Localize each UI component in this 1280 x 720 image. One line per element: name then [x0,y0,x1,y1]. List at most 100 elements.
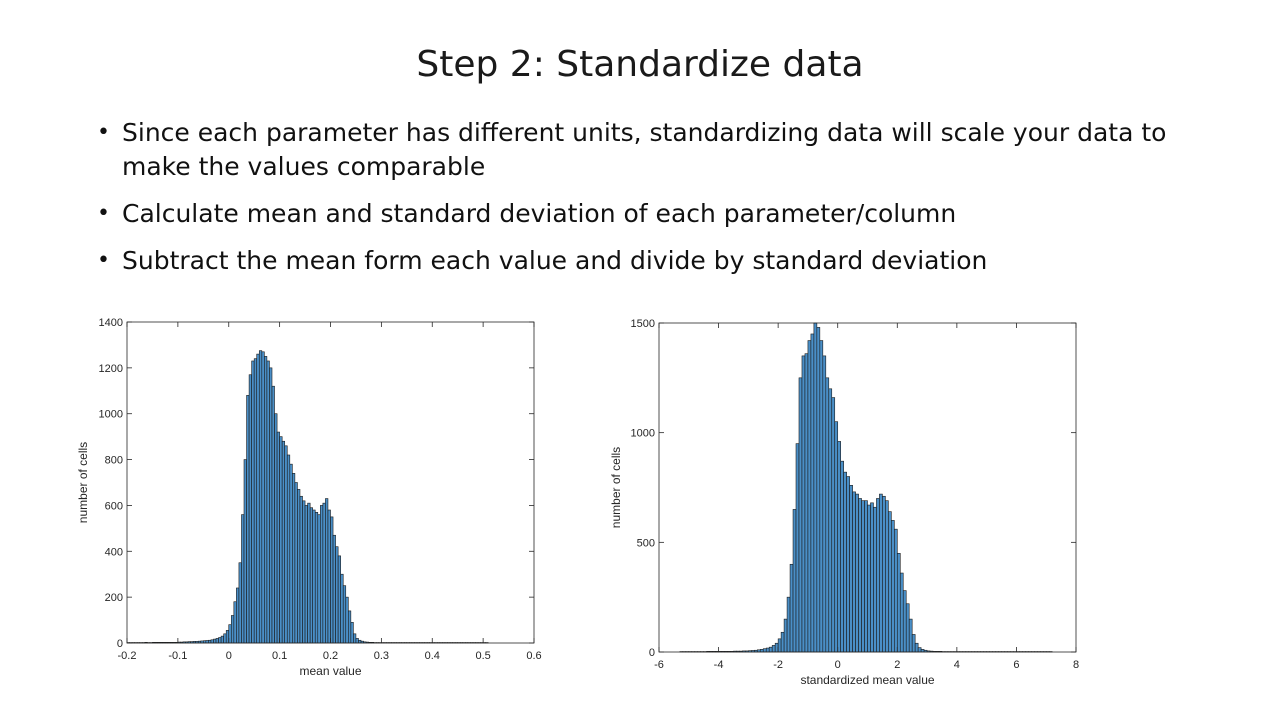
histogram-bar [230,615,235,644]
histogram-bar [849,485,853,653]
histogram-bar [888,511,892,653]
histogram-bar [345,596,349,644]
histogram-bar [348,610,352,644]
histogram-bar [810,333,815,653]
histogram-bar [238,562,242,644]
histogram-bar [322,502,326,644]
bullet-dot-icon: • [97,201,110,226]
x-tick-label: 8 [1073,659,1079,671]
y-tick-label: 400 [105,546,123,558]
histogram-bar [248,374,252,644]
histogram-bar [795,443,800,653]
x-tick-label: 0 [226,650,232,662]
x-tick-label: -4 [714,659,724,671]
histogram-bar [801,355,806,653]
histogram-bar [840,460,844,653]
x-tick-label: 0.1 [272,650,287,662]
y-tick-label: 1000 [631,428,655,440]
histogram-bar [320,505,324,644]
histogram-bar [325,498,329,644]
histogram-bar [208,639,212,644]
histogram-bar [266,360,270,644]
histogram-bar [337,555,341,644]
histogram-bar [902,590,907,653]
histogram-bar [852,491,856,653]
histogram-bar [258,350,263,644]
y-tick-label: 1000 [99,409,123,421]
histogram-bar [834,421,839,653]
histogram-bar [218,637,222,644]
histogram-bar [233,601,237,644]
x-tick-label: 4 [954,659,960,671]
histogram-bar [864,500,868,653]
y-tick-label: 0 [117,638,123,650]
histogram-bar [917,647,922,653]
histogram-bar [768,646,773,653]
histogram-bar [786,596,791,653]
histogram-bar [350,622,354,644]
histogram-bar [302,500,306,644]
histogram-bar [783,618,788,653]
histogram-bar [297,489,301,644]
histogram-bar [312,509,316,644]
histogram-bar [846,476,850,653]
histogram-bar [765,647,770,653]
histogram-bar [908,618,913,653]
histogram-bar [789,563,794,653]
x-tick-label: -0.1 [168,650,187,662]
histogram-bar [330,516,334,644]
histogram-bar [843,471,847,653]
bullet-text: Subtract the mean form each value and di… [122,246,988,275]
histogram-bar [274,413,278,644]
histogram-bar [223,633,227,644]
histogram-bar [281,440,286,644]
y-tick-label: 1200 [99,363,123,375]
histogram-bar [837,441,841,653]
histogram-bar [309,507,313,644]
histogram-bar [855,493,859,653]
histogram-bar [353,633,357,644]
histogram-bar [899,572,904,653]
histogram-bar [256,353,260,644]
histogram-bar [251,360,255,644]
x-tick-label: 0.3 [374,650,389,662]
x-tick-label: 0 [835,659,841,671]
histogram-bar [816,327,821,653]
y-tick-label: 800 [105,455,123,467]
histogram-bar [879,493,883,653]
histogram-bar [858,498,862,653]
histogram-mean-value: -0.2 -0.1 0 0.1 0.2 0.3 0.4 0.5 0.6 0 200 400 600 800… [76,317,542,678]
histogram-bar [891,520,895,653]
histogram-bar [358,639,362,644]
histogram-bar [870,502,874,653]
histogram-bar [292,473,296,644]
histogram-bar [876,498,880,653]
histogram-bar [220,635,224,644]
histogram-bar [873,506,877,653]
histogram-bar [780,631,785,653]
histogram-bar [243,459,247,644]
histogram-bar [304,505,308,644]
x-tick-label: 0.4 [425,650,440,662]
histogram-bar [825,377,830,653]
histogram-bar [332,534,336,644]
x-tick-label: 6 [1013,659,1019,671]
histogram-bar [355,638,359,644]
histogram-bar [279,436,283,644]
bar-group [126,350,489,644]
bullet-text: Calculate mean and standard deviation of… [122,199,957,228]
histogram-bar [299,495,303,644]
y-tick-label: 200 [105,592,123,604]
axes-box [658,322,1077,653]
histogram-bar [807,340,812,653]
histogram-bar [271,385,275,644]
bullet-list: • Since each parameter has different uni… [97,116,1217,291]
bullet-item: • Subtract the mean form each value and … [97,244,1217,278]
histogram-bar [236,587,240,644]
bullet-item: • Calculate mean and standard deviation … [97,197,1217,231]
bullet-dot-icon: • [97,120,110,145]
histogram-bar [317,514,321,644]
histogram-bar [777,638,782,653]
x-axis-label: mean value [299,664,361,678]
histogram-bar [774,642,779,653]
